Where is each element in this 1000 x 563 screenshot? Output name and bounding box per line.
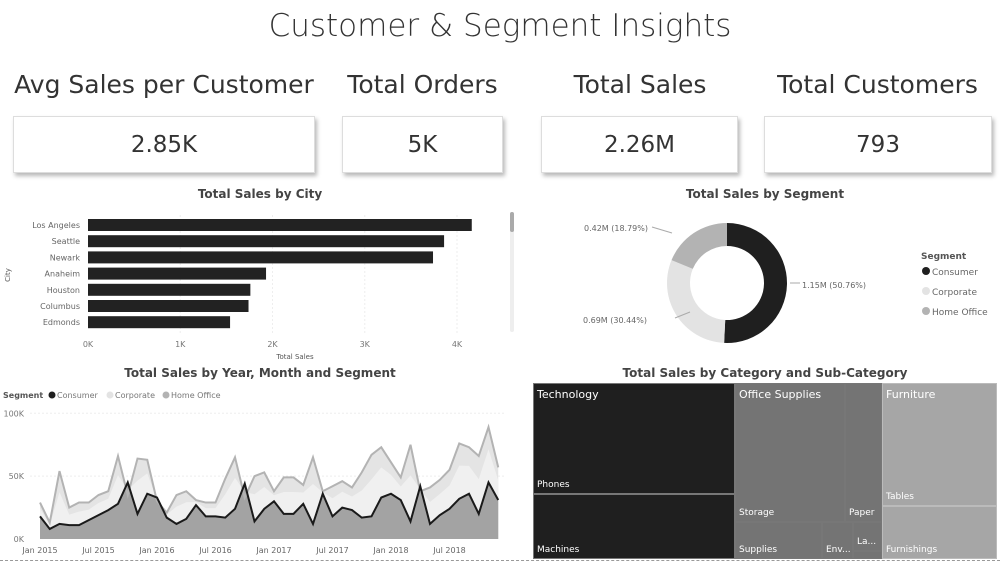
kpi-label-avg-sales: Avg Sales per Customer bbox=[14, 70, 314, 99]
y-tick-label: 0K bbox=[14, 535, 25, 544]
treemap-tile-tables[interactable]: Furniture Tables bbox=[882, 383, 997, 506]
legend-title: Segment bbox=[921, 252, 967, 262]
treemap-category-office-supplies: Office Supplies bbox=[739, 388, 822, 401]
tile-label: La... bbox=[857, 537, 877, 547]
legend-marker bbox=[162, 391, 170, 399]
legend-item: Home Office bbox=[932, 308, 988, 318]
x-tick-label: 1K bbox=[175, 340, 186, 349]
treemap-tile-furnishings[interactable]: Furnishings bbox=[882, 506, 997, 559]
y-axis-title: City bbox=[4, 268, 12, 282]
segment-chart-title: Total Sales by Segment bbox=[685, 187, 845, 201]
legend-marker bbox=[922, 307, 930, 315]
x-tick-label: Jan 2016 bbox=[138, 546, 174, 555]
y-tick-label: Houston bbox=[47, 286, 80, 295]
kpi-card-total-sales: 2.26M bbox=[541, 116, 738, 173]
x-tick-label: Jan 2017 bbox=[255, 546, 291, 555]
legend-item: Consumer bbox=[932, 268, 978, 278]
kpi-label-total-orders: Total Orders bbox=[347, 70, 498, 99]
x-tick-label: 0K bbox=[83, 340, 94, 349]
data-label: 0.42M (18.79%) bbox=[584, 224, 648, 233]
tile-label: Phones bbox=[537, 480, 570, 490]
data-label: 0.69M (30.44%) bbox=[583, 316, 647, 325]
scrollbar-thumb[interactable] bbox=[510, 212, 514, 232]
tile-label: Storage bbox=[739, 508, 775, 518]
y-tick-label: Newark bbox=[50, 253, 81, 262]
bar-seattle bbox=[88, 235, 445, 248]
tile-label: Machines bbox=[537, 545, 580, 555]
y-tick-label: Los Angeles bbox=[32, 221, 80, 230]
treemap-tile-phones[interactable]: Technology Phones bbox=[533, 383, 735, 494]
treemap-tile-supplies[interactable]: Supplies bbox=[735, 522, 822, 559]
legend-item: Home Office bbox=[171, 391, 221, 400]
legend-item: Corporate bbox=[932, 288, 977, 298]
x-tick-label: 4K bbox=[452, 340, 463, 349]
donut-slice-home-office bbox=[671, 223, 727, 269]
tile-label: Tables bbox=[886, 492, 914, 502]
x-tick-label: Jul 2018 bbox=[432, 546, 466, 555]
x-tick-label: 2K bbox=[267, 340, 278, 349]
legend-item: Consumer bbox=[57, 391, 99, 400]
y-tick-label: Columbus bbox=[40, 302, 80, 311]
treemap-category-technology: Technology bbox=[537, 388, 599, 401]
treemap-tile-labels[interactable]: La... bbox=[853, 522, 882, 551]
city-chart-scrollbar[interactable] bbox=[510, 212, 514, 332]
city-chart-title: Total Sales by City bbox=[197, 187, 323, 201]
bar-columbus bbox=[88, 300, 249, 312]
legend-marker bbox=[106, 391, 114, 399]
treemap-tile-envelopes[interactable]: Env... bbox=[822, 522, 853, 559]
page-divider bbox=[0, 560, 1000, 561]
treemap-tile-paper[interactable]: Paper bbox=[845, 383, 882, 522]
x-tick-label: Jul 2015 bbox=[81, 546, 115, 555]
x-tick-label: Jan 2015 bbox=[21, 546, 57, 555]
legend-marker bbox=[922, 287, 930, 295]
donut-slice-consumer bbox=[724, 223, 787, 343]
kpi-card-total-orders: 5K bbox=[342, 116, 503, 173]
legend-title: Segment bbox=[3, 391, 43, 400]
treemap-title: Total Sales by Category and Sub-Category bbox=[622, 366, 908, 380]
y-tick-label: Seattle bbox=[52, 237, 80, 246]
bar-newark bbox=[88, 251, 434, 264]
treemap-tile-machines[interactable]: Machines bbox=[533, 494, 735, 559]
kpi-card-avg-sales: 2.85K bbox=[13, 116, 315, 173]
x-tick-label: Jul 2016 bbox=[198, 546, 232, 555]
legend-item: Corporate bbox=[115, 391, 155, 400]
bar-anaheim bbox=[88, 267, 267, 280]
kpi-card-total-customers: 793 bbox=[764, 116, 992, 173]
treemap-category-furniture: Furniture bbox=[886, 388, 936, 401]
tile-label: Env... bbox=[826, 545, 851, 555]
segment-donut-chart: 1.15M (50.76%) 0.69M (30.44%) 0.42M (18.79… bbox=[583, 223, 988, 343]
line-consumer bbox=[39, 479, 500, 531]
tile-label: Furnishings bbox=[886, 545, 938, 555]
donut-slice-corporate bbox=[667, 260, 726, 343]
x-axis-title: Total Sales bbox=[275, 353, 314, 361]
bar-los-angeles bbox=[88, 219, 472, 231]
y-tick-label: 100K bbox=[3, 409, 24, 418]
treemap-tile-storage[interactable]: Office Supplies Storage bbox=[735, 383, 845, 522]
page-title: Customer & Segment Insights bbox=[268, 8, 732, 44]
data-label: 1.15M (50.76%) bbox=[802, 281, 866, 290]
kpi-label-total-customers: Total Customers bbox=[777, 70, 978, 99]
tile-label: Paper bbox=[849, 508, 875, 518]
kpi-label-total-sales: Total Sales bbox=[573, 70, 707, 99]
x-tick-label: 3K bbox=[360, 340, 371, 349]
leader-line bbox=[674, 311, 691, 319]
x-tick-label: Jul 2017 bbox=[315, 546, 349, 555]
x-tick-label: Jan 2018 bbox=[372, 546, 408, 555]
legend-marker bbox=[48, 391, 56, 399]
y-tick-label: 50K bbox=[9, 472, 25, 481]
tile-label: Supplies bbox=[739, 545, 778, 555]
bar-edmonds bbox=[88, 316, 231, 329]
bar-houston bbox=[88, 283, 251, 296]
treemap-tile-other[interactable] bbox=[853, 551, 882, 559]
trend-chart-title: Total Sales by Year, Month and Segment bbox=[124, 366, 396, 380]
y-tick-label: Anaheim bbox=[45, 270, 81, 279]
legend-marker bbox=[922, 267, 930, 275]
city-bar-chart: 0K 1K 2K 3K 4K Los Angeles Seattle Newark Anahei… bbox=[4, 215, 472, 361]
leader-line bbox=[651, 226, 673, 234]
segment-area-chart: Segment Consumer Corporate Home Office 0K 50K… bbox=[3, 391, 505, 555]
y-tick-label: Edmonds bbox=[43, 318, 80, 327]
